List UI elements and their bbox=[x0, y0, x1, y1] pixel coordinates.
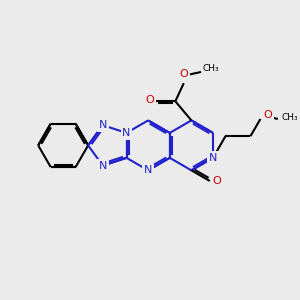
Text: N: N bbox=[99, 120, 107, 130]
Text: N: N bbox=[122, 128, 131, 138]
Text: O: O bbox=[179, 70, 188, 80]
Text: N: N bbox=[209, 153, 217, 163]
Text: N: N bbox=[144, 165, 152, 175]
Text: CH₃: CH₃ bbox=[203, 64, 220, 74]
Text: CH₃: CH₃ bbox=[282, 112, 298, 122]
Text: N: N bbox=[99, 160, 107, 171]
Text: O: O bbox=[146, 95, 154, 105]
Text: O: O bbox=[263, 110, 272, 120]
Text: O: O bbox=[212, 176, 221, 186]
